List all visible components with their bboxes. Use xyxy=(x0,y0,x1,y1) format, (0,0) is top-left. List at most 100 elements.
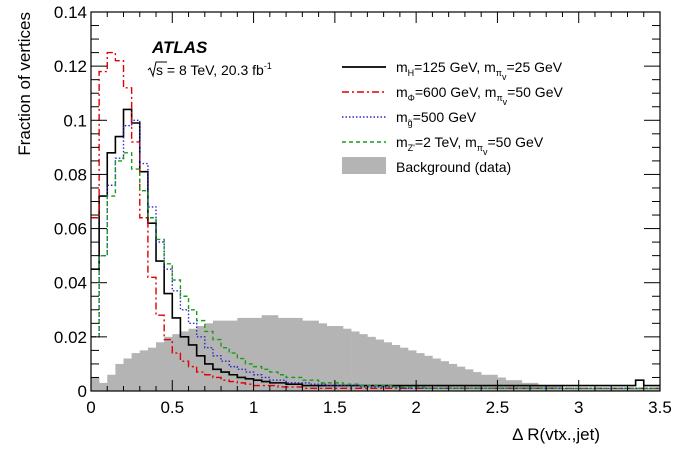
background-bin xyxy=(521,382,531,391)
x-tick-label: 3.5 xyxy=(648,398,672,417)
background-bin xyxy=(651,388,661,391)
legend-label: mH=125 GeV, mπv=25 GeV xyxy=(396,59,563,82)
signal-histograms xyxy=(91,51,660,389)
x-tick-label: 0.5 xyxy=(160,398,184,417)
axis-ticks xyxy=(90,11,661,392)
background-bin xyxy=(156,342,165,391)
background-bin xyxy=(529,382,539,391)
background-bin xyxy=(294,317,303,391)
background-bin xyxy=(286,317,295,391)
x-tick-label: 3 xyxy=(574,398,583,417)
background-bin xyxy=(310,320,319,391)
background-bin xyxy=(99,382,108,391)
background-bin xyxy=(302,320,311,391)
legend-item-background: Background (data) xyxy=(342,157,511,175)
background-bin xyxy=(196,326,206,391)
y-tick-label: 0.14 xyxy=(54,3,87,22)
legend-swatch xyxy=(342,157,386,174)
background-bin xyxy=(383,342,393,391)
series-line xyxy=(91,119,660,389)
background-bin xyxy=(497,377,506,391)
background-bin xyxy=(277,317,287,391)
background-bin xyxy=(334,326,344,391)
legend-item-gluino: mg̃=500 GeV xyxy=(342,109,477,128)
background-bin xyxy=(375,339,384,391)
tick-labels: 0 0.5 1 1.5 2 2.5 3 3.5 0 0.02 0.04 0.06 0.08 0.1 0.12… xyxy=(54,3,672,417)
lumi-superscript: -1 xyxy=(264,61,272,71)
background-bin xyxy=(269,315,279,391)
background-bin xyxy=(253,317,262,391)
background-bin xyxy=(326,326,336,391)
x-tick-label: 0 xyxy=(86,398,95,417)
background-bin xyxy=(473,372,482,391)
background-bin xyxy=(131,353,141,391)
background-bin xyxy=(245,317,254,391)
y-tick-label: 0.04 xyxy=(54,274,87,293)
background-bin xyxy=(342,328,352,391)
x-tick-label: 2.5 xyxy=(486,398,510,417)
background-bin xyxy=(188,328,197,391)
background-bin xyxy=(424,355,433,391)
background-bin xyxy=(399,347,409,391)
background-bin xyxy=(123,358,132,391)
legend-label: mZ'=2 TeV, mπv=50 GeV xyxy=(396,134,544,157)
x-axis-label: Δ R(vtx.,jet) xyxy=(512,425,600,444)
background-bin xyxy=(180,331,189,391)
x-tick-label: 1.5 xyxy=(323,398,347,417)
y-tick-label: 0.12 xyxy=(54,57,87,76)
background-bin xyxy=(611,388,620,391)
background-bin xyxy=(359,334,368,391)
background-bin xyxy=(570,388,580,391)
background-bin xyxy=(635,388,645,391)
background-bin xyxy=(643,388,653,391)
background-bin xyxy=(261,315,271,391)
atlas-label: ATLAS xyxy=(151,38,208,57)
x-tick-label: 2 xyxy=(411,398,420,417)
sqrt-symbol xyxy=(147,61,167,78)
legend-item-zprime: mZ'=2 TeV, mπv=50 GeV xyxy=(342,134,544,157)
y-tick-label: 0.02 xyxy=(54,328,87,347)
background-bin xyxy=(204,323,214,391)
background-bin xyxy=(229,320,238,391)
background-bin xyxy=(107,374,116,391)
energy-annotation: s = 8 TeV, 20.3 fb-1 xyxy=(147,61,272,78)
legend-label: Background (data) xyxy=(396,159,511,175)
background-bin xyxy=(408,350,417,391)
background-bin xyxy=(115,363,124,391)
legend-label: mΦ=600 GeV, mπv=50 GeV xyxy=(396,84,563,107)
background-bin xyxy=(416,353,425,391)
svg-text:s = 8 TeV, 20.3 fb-1: s = 8 TeV, 20.3 fb-1 xyxy=(156,61,272,78)
background-bin xyxy=(619,388,628,391)
y-tick-label: 0.1 xyxy=(63,111,87,130)
background-bin xyxy=(91,377,100,391)
y-tick-label: 0.06 xyxy=(54,220,87,239)
background-bin xyxy=(139,350,149,391)
background-bin xyxy=(586,388,596,391)
background-bin xyxy=(318,323,328,391)
background-bin xyxy=(481,374,490,391)
background-bin xyxy=(578,388,588,391)
y-tick-label: 0.08 xyxy=(54,165,87,184)
background-bin xyxy=(464,369,474,391)
legend-item-higgs: mH=125 GeV, mπv=25 GeV xyxy=(342,59,563,82)
background-bin xyxy=(456,366,466,391)
background-bin xyxy=(432,358,441,391)
background-bin xyxy=(351,331,360,391)
legend-label: mg̃=500 GeV xyxy=(396,109,477,128)
legend-item-phi: mΦ=600 GeV, mπv=50 GeV xyxy=(342,84,563,107)
background-bin xyxy=(603,388,612,391)
background-bin xyxy=(440,361,449,391)
x-tick-label: 1 xyxy=(249,398,258,417)
background-bin xyxy=(594,388,604,391)
background-bin xyxy=(164,336,173,391)
y-tick-label: 0 xyxy=(78,382,87,401)
background-bin xyxy=(367,336,376,391)
background-bin xyxy=(221,320,230,391)
series-line xyxy=(91,108,660,387)
background-bin xyxy=(489,374,498,391)
background-bin xyxy=(237,317,246,391)
y-axis-label: Fraction of vertices xyxy=(15,12,34,156)
background-bin xyxy=(562,388,571,391)
